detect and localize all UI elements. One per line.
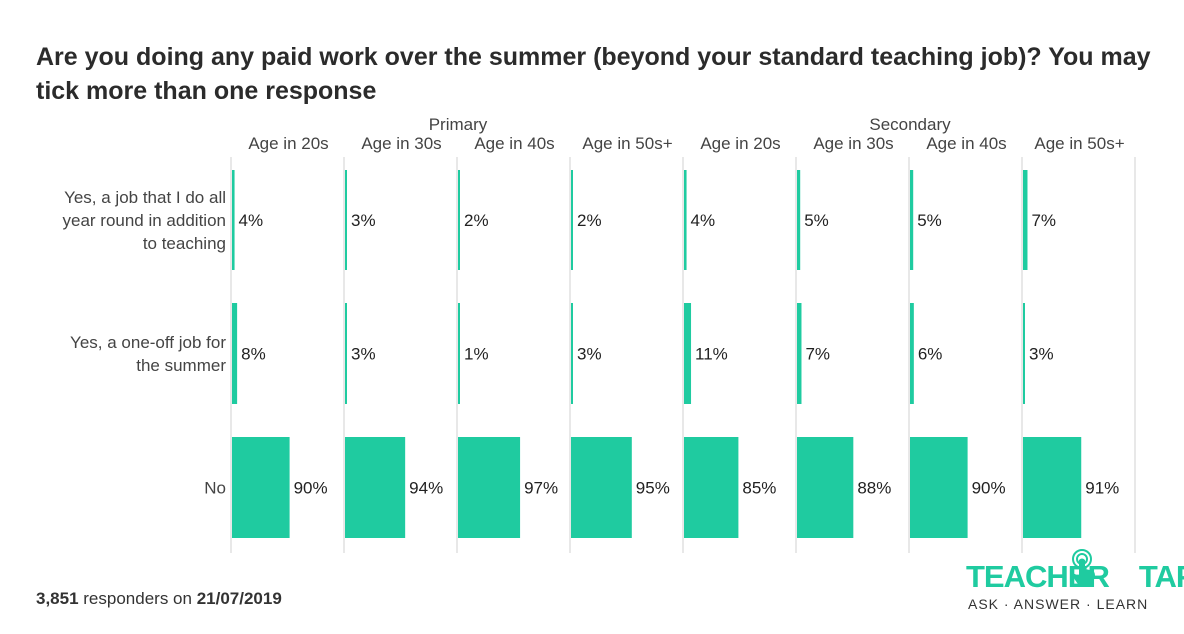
data-label: 4% xyxy=(239,211,264,230)
data-bar xyxy=(232,170,235,270)
data-bar xyxy=(684,170,687,270)
chart-title: Are you doing any paid work over the sum… xyxy=(36,43,1151,105)
data-label: 85% xyxy=(742,479,776,498)
column-header: Age in 30s xyxy=(361,134,441,153)
row-label: Yes, a job that I do all xyxy=(64,188,226,207)
column-header: Age in 30s xyxy=(813,134,893,153)
responder-footer: 3,851 responders on 21/07/2019 xyxy=(36,589,282,609)
data-bar xyxy=(797,303,802,404)
column-header: Age in 40s xyxy=(474,134,554,153)
data-bar xyxy=(684,437,739,538)
data-bar xyxy=(571,170,573,270)
data-bar xyxy=(1023,437,1082,538)
column-header: Age in 20s xyxy=(700,134,780,153)
data-label: 3% xyxy=(1029,345,1054,364)
data-bar xyxy=(910,303,914,404)
data-label: 3% xyxy=(351,345,376,364)
row-label: to teaching xyxy=(143,234,226,253)
data-bar xyxy=(571,303,573,404)
data-label: 97% xyxy=(524,479,558,498)
data-bar xyxy=(232,437,290,538)
data-bar xyxy=(684,303,692,404)
data-label: 5% xyxy=(804,211,829,230)
data-label: 6% xyxy=(918,345,943,364)
group-header: Secondary xyxy=(869,115,951,134)
data-label: 11% xyxy=(695,345,728,364)
data-label: 1% xyxy=(464,345,489,364)
row-label: the summer xyxy=(136,356,226,375)
data-bar xyxy=(571,437,632,538)
column-header: Age in 50s+ xyxy=(1034,134,1124,153)
data-bar xyxy=(345,303,347,404)
data-bar xyxy=(1023,303,1025,404)
data-label: 2% xyxy=(577,211,602,230)
data-label: 2% xyxy=(464,211,489,230)
data-bar xyxy=(232,303,238,404)
responder-text: responders on xyxy=(78,589,197,608)
row-label: Yes, a one-off job for xyxy=(70,333,226,352)
tapping-hand-icon xyxy=(1072,549,1095,587)
survey-date: 21/07/2019 xyxy=(196,589,282,608)
data-label: 8% xyxy=(241,345,266,364)
data-label: 3% xyxy=(351,211,376,230)
data-bar xyxy=(1023,170,1028,270)
data-bar xyxy=(345,170,347,270)
group-header: Primary xyxy=(429,115,488,134)
data-label: 91% xyxy=(1085,479,1119,498)
data-bar xyxy=(458,303,460,404)
data-label: 7% xyxy=(805,345,830,364)
data-label: 95% xyxy=(636,479,670,498)
responder-count: 3,851 xyxy=(36,589,79,608)
data-label: 90% xyxy=(294,479,328,498)
column-header: Age in 50s+ xyxy=(582,134,672,153)
data-bar xyxy=(910,170,914,270)
data-bar xyxy=(345,437,406,538)
data-label: 3% xyxy=(577,345,602,364)
data-bar xyxy=(797,170,801,270)
row-label: No xyxy=(204,479,226,498)
teacher-tapp-logo: TEACHERTAPP ASK · ANSWER · LEARN xyxy=(966,549,1184,615)
data-bar xyxy=(458,170,460,270)
column-header: Age in 20s xyxy=(248,134,328,153)
data-bar xyxy=(797,437,854,538)
data-label: 4% xyxy=(691,211,716,230)
data-label: 88% xyxy=(857,479,891,498)
data-bar xyxy=(910,437,968,538)
logo-tagline: ASK · ANSWER · LEARN xyxy=(968,596,1149,612)
data-label: 90% xyxy=(972,479,1006,498)
row-label: year round in addition xyxy=(62,211,226,230)
logo-brand-right: TAPP xyxy=(1138,559,1184,594)
data-label: 5% xyxy=(917,211,942,230)
data-bar xyxy=(458,437,521,538)
data-label: 7% xyxy=(1031,211,1056,230)
data-label: 94% xyxy=(409,479,443,498)
column-header: Age in 40s xyxy=(926,134,1006,153)
